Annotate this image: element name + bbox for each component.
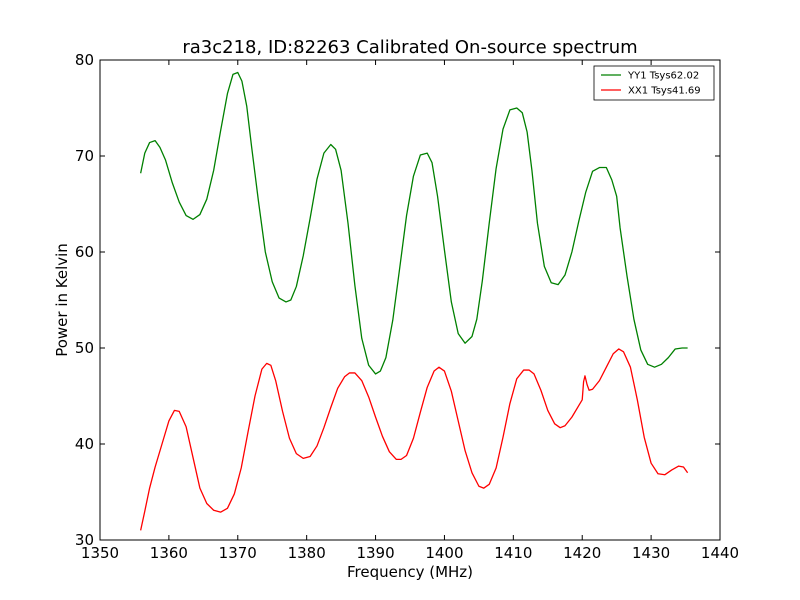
y-tick-label: 60: [75, 243, 94, 261]
x-tick-label: 1440: [701, 544, 739, 562]
plot-frame: [99, 59, 721, 541]
legend-label-yy1: YY1 Tsys62.02: [627, 71, 699, 82]
series-line-1: [140, 348, 689, 531]
x-axis-label: Frequency (MHz): [347, 563, 473, 581]
series-layer: [140, 71, 689, 531]
x-tick-label: 1400: [425, 544, 463, 562]
x-tick-label: 1390: [356, 544, 394, 562]
x-tick-label: 1420: [563, 544, 601, 562]
y-axis-label: Power in Kelvin: [53, 243, 71, 357]
y-tick-label: 80: [75, 51, 94, 69]
y-tick-label: 70: [75, 147, 94, 165]
x-tick-label: 1360: [150, 544, 188, 562]
y-tick-label: 40: [75, 435, 94, 453]
x-tick-label: 1380: [288, 544, 326, 562]
series-line-0: [140, 71, 688, 375]
plot-area: 1350 1360 1370 1380 1390 1400 1410 1420 1430 1440…: [75, 51, 739, 562]
y-tick-label: 50: [75, 339, 94, 357]
tick-layer: 1350 1360 1370 1380 1390 1400 1410 1420 1430 1440…: [75, 51, 739, 562]
x-tick-label: 1370: [219, 544, 257, 562]
x-tick-label: 1410: [494, 544, 532, 562]
legend-label-xx1: XX1 Tsys41.69: [628, 86, 701, 97]
y-tick-label: 30: [75, 531, 94, 549]
legend-box: [593, 65, 715, 101]
chart-title: ra3c218, ID:82263 Calibrated On-source s…: [182, 37, 637, 58]
x-tick-label: 1350: [81, 544, 119, 562]
x-tick-label: 1430: [632, 544, 670, 562]
legend: YY1 Tsys62.02 XX1 Tsys41.69: [593, 65, 715, 101]
